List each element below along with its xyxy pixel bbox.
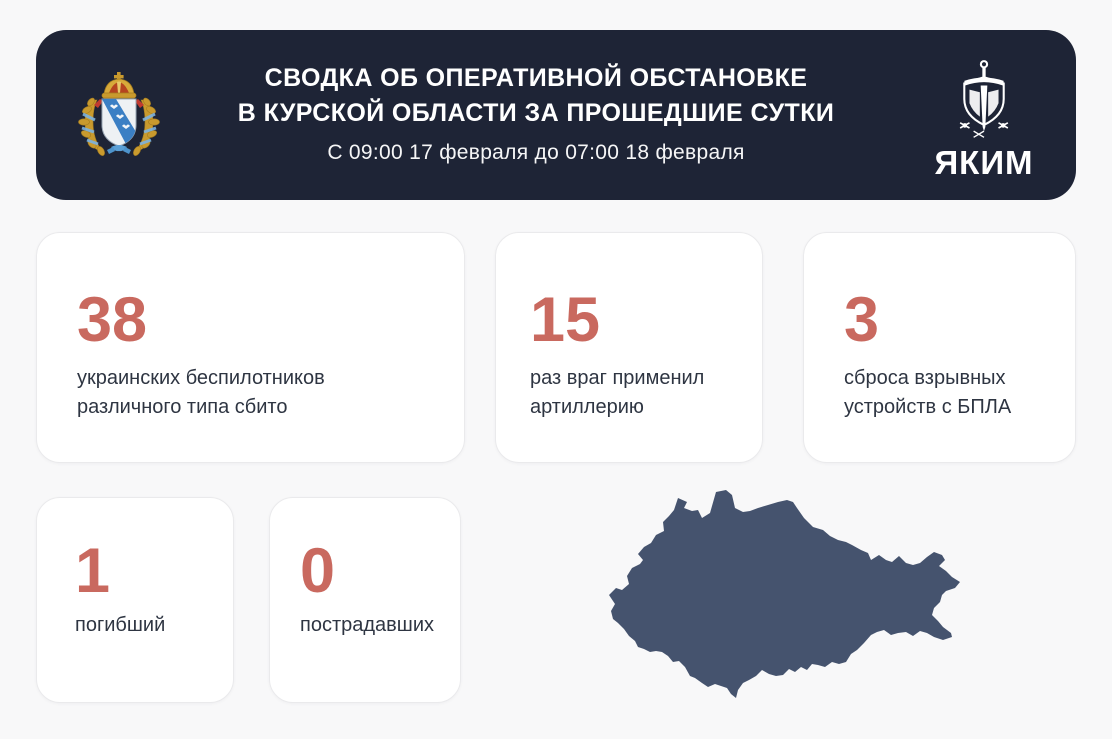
stat-value: 0 xyxy=(300,536,336,606)
stat-label: раз враг применил артиллерию xyxy=(530,367,705,418)
kursk-coat-of-arms-icon xyxy=(73,70,165,162)
yakim-logo: ЯКИМ xyxy=(924,58,1044,184)
header-subtitle: С 09:00 17 февраля до 07:00 18 февраля xyxy=(327,141,745,164)
stat-card-killed: 1 погибший xyxy=(36,497,234,703)
header-titles: СВОДКА ОБ ОПЕРАТИВНОЙ ОБСТАНОВКЕ В КУРСК… xyxy=(186,61,886,165)
stat-card-artillery: 15 раз враг применил артиллерию xyxy=(495,232,763,463)
sword-shield-drones-icon xyxy=(959,60,1009,138)
stat-value: 15 xyxy=(530,285,601,355)
header-banner: СВОДКА ОБ ОПЕРАТИВНОЙ ОБСТАНОВКЕ В КУРСК… xyxy=(36,30,1076,200)
kursk-oblast-map xyxy=(580,480,980,720)
stat-label: погибший xyxy=(75,614,166,636)
stat-value: 3 xyxy=(844,285,880,355)
header-title-line1: СВОДКА ОБ ОПЕРАТИВНОЙ ОБСТАНОВКЕ xyxy=(264,64,808,92)
stat-label: пострадавших xyxy=(300,614,434,636)
stat-label: сброса взрывных устройств с БПЛА xyxy=(844,367,1012,418)
stat-card-uav-drops: 3 сброса взрывных устройств с БПЛА xyxy=(803,232,1076,463)
header-title-line2: В КУРСКОЙ ОБЛАСТИ ЗА ПРОШЕДШИЕ СУТКИ xyxy=(237,99,835,127)
stat-card-injured: 0 пострадавших xyxy=(269,497,461,703)
stat-value: 1 xyxy=(75,536,111,606)
stat-label: украинских беспилотников различного типа… xyxy=(77,367,325,418)
yakim-logo-text: ЯКИМ xyxy=(934,144,1034,181)
stat-card-drones: 38 украинских беспилотников различного т… xyxy=(36,232,465,463)
stat-value: 38 xyxy=(77,285,148,355)
